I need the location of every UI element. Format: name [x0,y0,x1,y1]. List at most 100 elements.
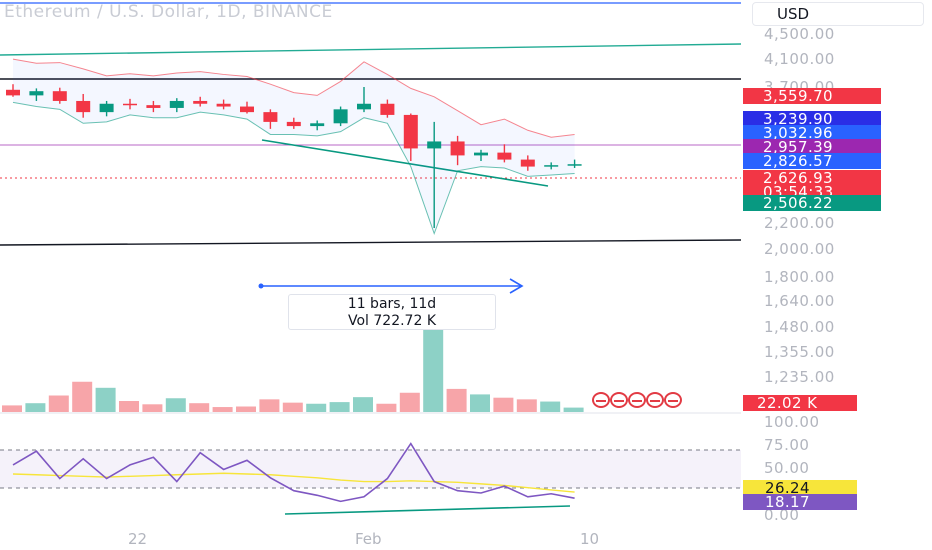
measure-start-handle [258,283,264,289]
price-tag: 2,626.93 [743,170,881,186]
bollinger-bands [12,58,575,236]
rsi-scale-label: 0.00 [764,506,800,524]
price-scale-label: 2,000.00 [764,240,835,258]
volume-bar [95,387,116,412]
price-scale-label: 4,500.00 [764,25,835,43]
price-tag: 2,957.39 [743,139,881,155]
volume-bar [259,399,280,412]
chart-title: Ethereum / U.S. Dollar, 1D, BINANCE [4,2,333,22]
volume-bar [306,403,327,412]
price-tag: 2,826.57 [743,153,881,169]
candle-body [263,112,278,122]
long-trend-line [0,43,742,56]
measure-volume-text: Vol 722.72 K [347,313,436,329]
us-flag-icon[interactable] [664,392,682,408]
price-scale-label: 4,100.00 [764,50,835,68]
volume-bar [142,404,163,412]
band-lower-line [12,101,575,236]
volume-bar [516,399,537,412]
price-tag: 3,032.96 [743,125,881,141]
candles-group [6,84,582,228]
candle-body [52,91,67,101]
rsi-tag: 18.17 [743,494,857,510]
candle-body [6,89,20,96]
volume-bar [399,392,420,412]
price-tag: 3,559.70 [743,88,881,104]
band-upper-line [12,58,575,138]
volume-bar [25,403,46,412]
measure-bars-text: 11 bars, 11d [347,296,437,312]
candle-body [380,103,395,115]
volume-bar [282,402,303,412]
candle-body [240,106,254,113]
time-axis-label: 22 [128,530,148,548]
candle-body [474,152,488,156]
candle-body [29,91,44,96]
us-flag-icon[interactable] [610,392,628,408]
volume-bar [2,405,22,412]
volume-bar [119,401,139,412]
volume-bar [48,395,69,412]
rsi-ma-line [12,472,575,493]
volume-bar [212,407,233,412]
time-axis-label: 10 [580,530,600,548]
candle-body [123,103,137,106]
support-trend-line [261,139,549,187]
candle-body [450,141,465,156]
event-flags[interactable] [592,392,712,410]
volume-bar [236,406,256,412]
rsi-divergence-line [284,505,571,515]
candle-body [403,114,418,149]
us-flag-icon[interactable] [628,392,646,408]
rsi-line [12,442,575,503]
candle-body [286,121,301,127]
volume-bar [165,398,186,412]
rsi-scale-label: 75.00 [764,436,810,454]
candle-body [520,159,535,167]
volume-bar [376,403,397,412]
candle-body [193,100,208,104]
candle-body [169,100,184,108]
volume-tag: 22.02 K [743,395,857,411]
volume-bar [353,397,373,412]
candle-body [76,100,91,113]
us-flag-icon[interactable] [592,392,610,408]
measure-tooltip: 11 bars, 11d Vol 722.72 K [288,294,496,330]
price-scale-label: 1,480.00 [764,318,835,336]
price-scale-label: 1,235.00 [764,368,835,386]
candle-body [497,152,512,160]
price-scale-label: 1,640.00 [764,292,835,310]
candle-body [333,109,348,124]
volume-bar [540,401,561,412]
volume-bar [493,397,514,412]
price-scale-label: 1,800.00 [764,268,835,286]
volume-bar [446,388,467,412]
band-fill [13,59,575,234]
price-tag: 3,239.90 [743,111,881,127]
volume-bar [470,394,490,412]
candle-body [216,103,231,107]
price-tag: 2,506.22 [743,195,881,211]
volume-bar [189,403,210,412]
rsi-scale-label: 100.00 [764,413,820,431]
candle-body [310,123,325,127]
candle-body [567,164,582,166]
rsi-tag: 26.24 [743,480,857,496]
volume-bars-group [2,307,584,412]
rsi-scale-label: 50.00 [764,459,810,477]
us-flag-icon[interactable] [646,392,664,408]
price-scale-label: 1,355.00 [764,343,835,361]
candle-body [357,103,371,110]
time-axis-label: Feb [355,530,382,548]
candle-body [544,165,559,167]
price-scale-label: 2,200.00 [764,214,835,232]
rsi-group [12,442,575,503]
currency-button[interactable]: USD [752,2,924,26]
volume-bar [423,307,444,412]
measure-arrow-head [509,278,524,294]
candle-body [146,105,161,108]
volume-bar [72,381,93,412]
channel-bottom-line [0,239,742,246]
volume-bar [563,407,584,412]
